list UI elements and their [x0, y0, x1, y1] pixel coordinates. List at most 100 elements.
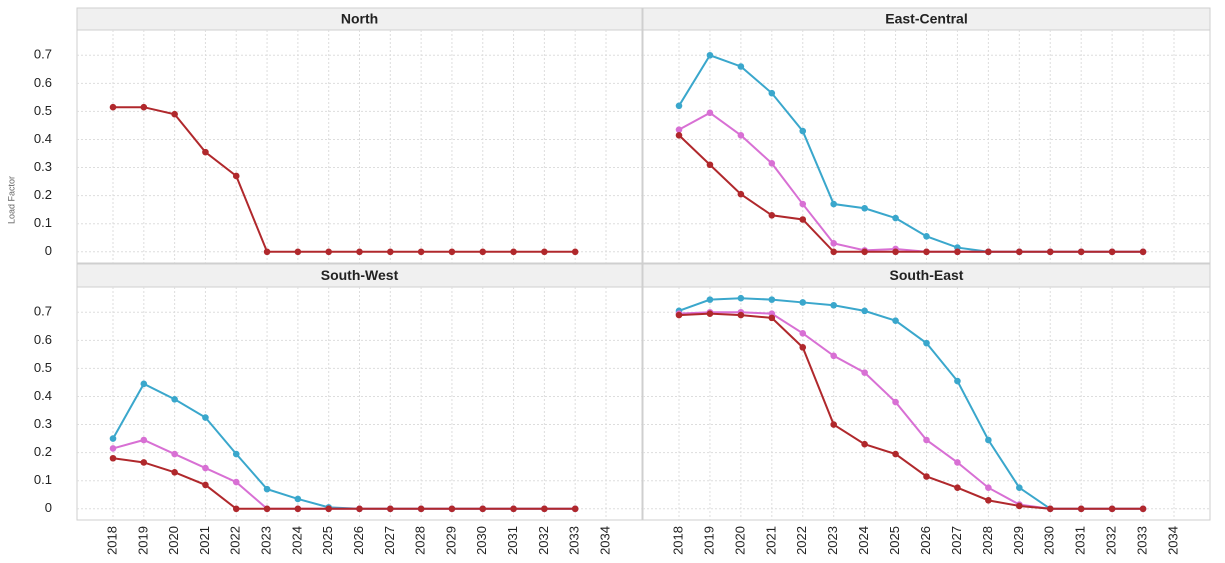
x-tick-label: 2033 [1135, 526, 1150, 555]
data-point [171, 468, 178, 476]
y-tick-label: 0.4 [34, 131, 52, 146]
series-line [678, 312, 1144, 510]
data-point [892, 450, 899, 458]
data-point [799, 216, 807, 223]
data-point [675, 311, 683, 319]
data-point [799, 344, 807, 351]
data-point [675, 126, 683, 133]
x-tick-label: 2022 [228, 526, 243, 555]
x-tick-label: 2024 [856, 526, 871, 555]
x-tick-label: 2019 [135, 526, 150, 555]
data-point [768, 211, 776, 219]
x-tick-label: 2021 [197, 526, 212, 555]
data-point [171, 110, 178, 118]
data-point [1139, 505, 1147, 513]
data-point [954, 459, 961, 466]
x-tick-label: 2027 [949, 526, 964, 555]
data-point [675, 131, 683, 139]
panel-title: South-West [321, 267, 399, 283]
data-point [923, 473, 930, 480]
y-tick-label: 0.4 [34, 388, 52, 403]
data-point [768, 314, 776, 322]
panel-title: South-East [890, 267, 964, 283]
data-point [892, 214, 899, 222]
x-tick-label: 2020 [166, 526, 181, 555]
y-axis-label: Load Factor [6, 176, 16, 224]
y-tick-label: 0.2 [34, 187, 52, 202]
data-point [263, 485, 271, 493]
data-point [387, 505, 394, 513]
data-point [892, 248, 899, 256]
data-point [768, 296, 776, 303]
x-tick-label: 2033 [567, 526, 582, 555]
data-point [892, 317, 899, 324]
y-tick-label: 0.2 [34, 444, 52, 459]
data-point [985, 497, 992, 504]
data-point [1139, 248, 1147, 256]
x-tick-label: 2023 [825, 526, 840, 555]
data-point [356, 505, 363, 513]
data-point [1108, 505, 1116, 513]
x-tick-label: 2019 [701, 526, 716, 555]
y-tick-label: 0.6 [34, 332, 52, 347]
data-point [985, 436, 992, 444]
data-point [830, 352, 837, 360]
y-tick-label: 0 [45, 243, 52, 258]
data-point [861, 204, 868, 212]
data-point [737, 131, 745, 139]
data-point [768, 160, 776, 167]
data-point [799, 299, 807, 306]
panel-title: North [341, 11, 378, 27]
data-point [1108, 248, 1116, 256]
y-tick-label: 0.7 [34, 304, 52, 319]
data-point [830, 421, 837, 428]
data-point [510, 505, 517, 513]
data-point [232, 172, 240, 180]
data-point [109, 454, 117, 462]
data-point [954, 377, 961, 385]
data-point [171, 395, 178, 403]
data-point [861, 248, 868, 256]
y-tick-label: 0.7 [34, 47, 52, 62]
data-point [768, 89, 776, 97]
data-point [861, 369, 868, 376]
x-tick-label: 2023 [259, 526, 274, 555]
data-point [954, 248, 961, 256]
data-point [541, 505, 548, 513]
x-tick-label: 2031 [505, 526, 520, 555]
x-tick-label: 2020 [732, 526, 747, 555]
data-point [892, 398, 899, 406]
data-point [985, 484, 992, 492]
data-point [263, 505, 271, 513]
x-tick-label: 2018 [104, 526, 119, 555]
data-point [923, 248, 930, 256]
data-point [861, 440, 868, 448]
data-point [140, 380, 148, 388]
data-point [1016, 502, 1023, 510]
y-tick-label: 0.5 [34, 360, 52, 375]
data-point [202, 414, 209, 421]
data-point [202, 148, 209, 156]
x-tick-label: 2032 [1104, 526, 1119, 555]
data-point [706, 109, 714, 117]
data-point [706, 296, 714, 303]
series-line [113, 106, 576, 253]
data-point [706, 161, 714, 169]
x-tick-label: 2034 [1165, 526, 1180, 555]
x-tick-label: 2028 [413, 526, 428, 555]
data-point [109, 435, 117, 442]
x-tick-label: 2029 [443, 526, 458, 555]
x-tick-label: 2021 [763, 526, 778, 555]
data-point [325, 505, 332, 513]
x-tick-label: 2025 [320, 526, 335, 555]
data-point [861, 307, 868, 315]
data-point [799, 330, 807, 337]
x-tick-label: 2032 [536, 526, 551, 555]
data-point [1016, 248, 1023, 256]
data-point [232, 478, 240, 486]
data-point [417, 505, 425, 513]
data-point [325, 248, 332, 256]
data-point [417, 248, 425, 256]
data-point [706, 310, 714, 317]
